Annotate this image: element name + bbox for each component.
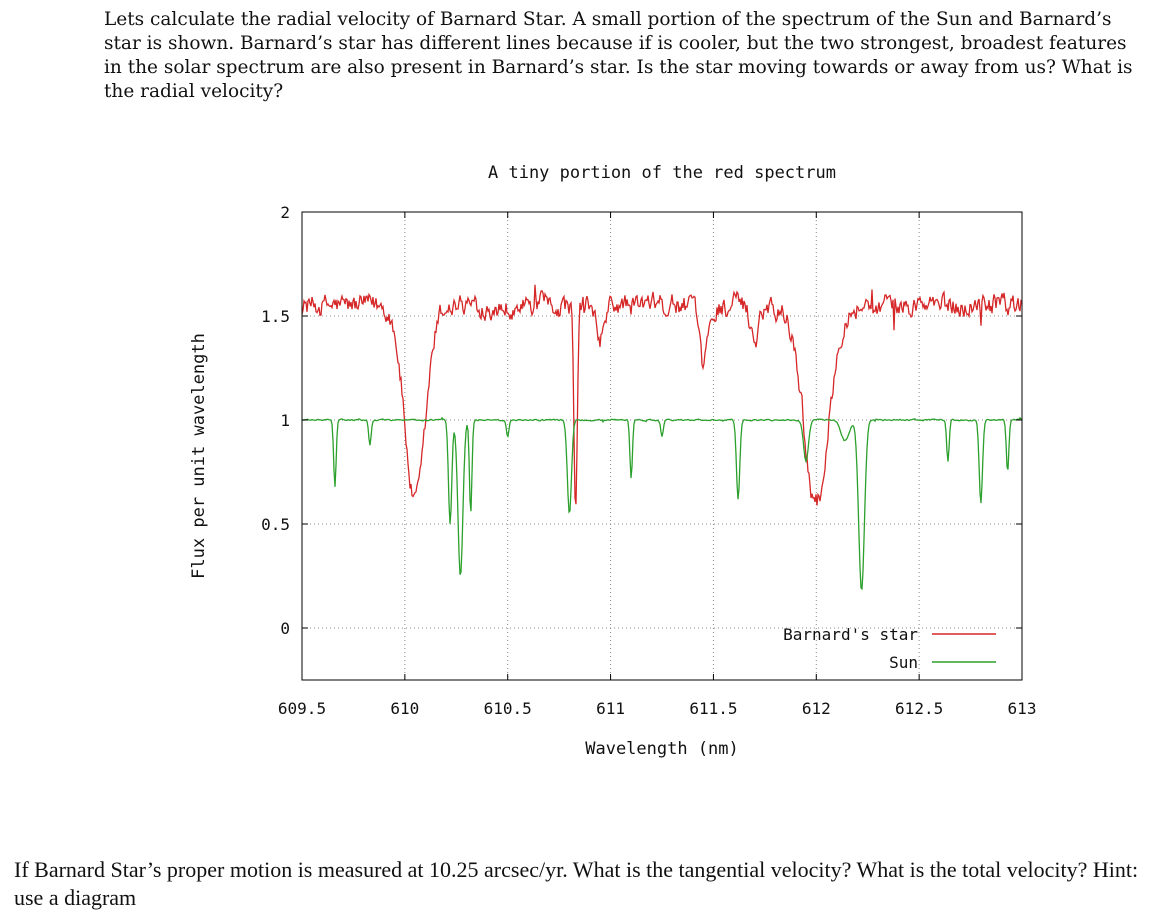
- y-tick-label: 1: [280, 411, 290, 430]
- intro-text: Lets calculate the radial velocity of Ba…: [104, 9, 1133, 102]
- y-tick-label: 0: [280, 619, 290, 638]
- x-tick-label: 610.5: [484, 699, 532, 718]
- x-tick-label: 609.5: [278, 699, 326, 718]
- series-layer: [301, 284, 1023, 591]
- x-tick-label: 613: [1008, 699, 1037, 718]
- x-tick-label: 612.5: [895, 699, 943, 718]
- x-tick-label: 610: [390, 699, 419, 718]
- y-tick-label: 0.5: [261, 515, 290, 534]
- y-tick-label: 2: [280, 203, 290, 222]
- y-axis-label: Flux per unit wavelength: [189, 333, 209, 579]
- x-tick-label: 612: [802, 699, 831, 718]
- series-line-sun: [301, 416, 1023, 591]
- x-tick-label: 611.5: [689, 699, 737, 718]
- plot-frame: [301, 211, 1023, 681]
- x-axis-label: Wavelength (nm): [585, 739, 739, 759]
- grid-layer: [302, 212, 1022, 680]
- legend-label: Barnard's star: [783, 625, 918, 644]
- series-line-barnards-star: [301, 284, 1023, 506]
- tick-layer: 609.5 610 610.5 611 611.5 612 612.5 613 0 0.5 1 1.5…: [261, 203, 1036, 718]
- legend: Barnard's star Sun: [783, 625, 996, 672]
- question-text: If Barnard Star’s proper motion is measu…: [14, 857, 1139, 910]
- y-tick-label: 1.5: [261, 307, 290, 326]
- chart-title: A tiny portion of the red spectrum: [488, 163, 836, 183]
- legend-label: Sun: [889, 653, 918, 672]
- x-tick-label: 611: [596, 699, 625, 718]
